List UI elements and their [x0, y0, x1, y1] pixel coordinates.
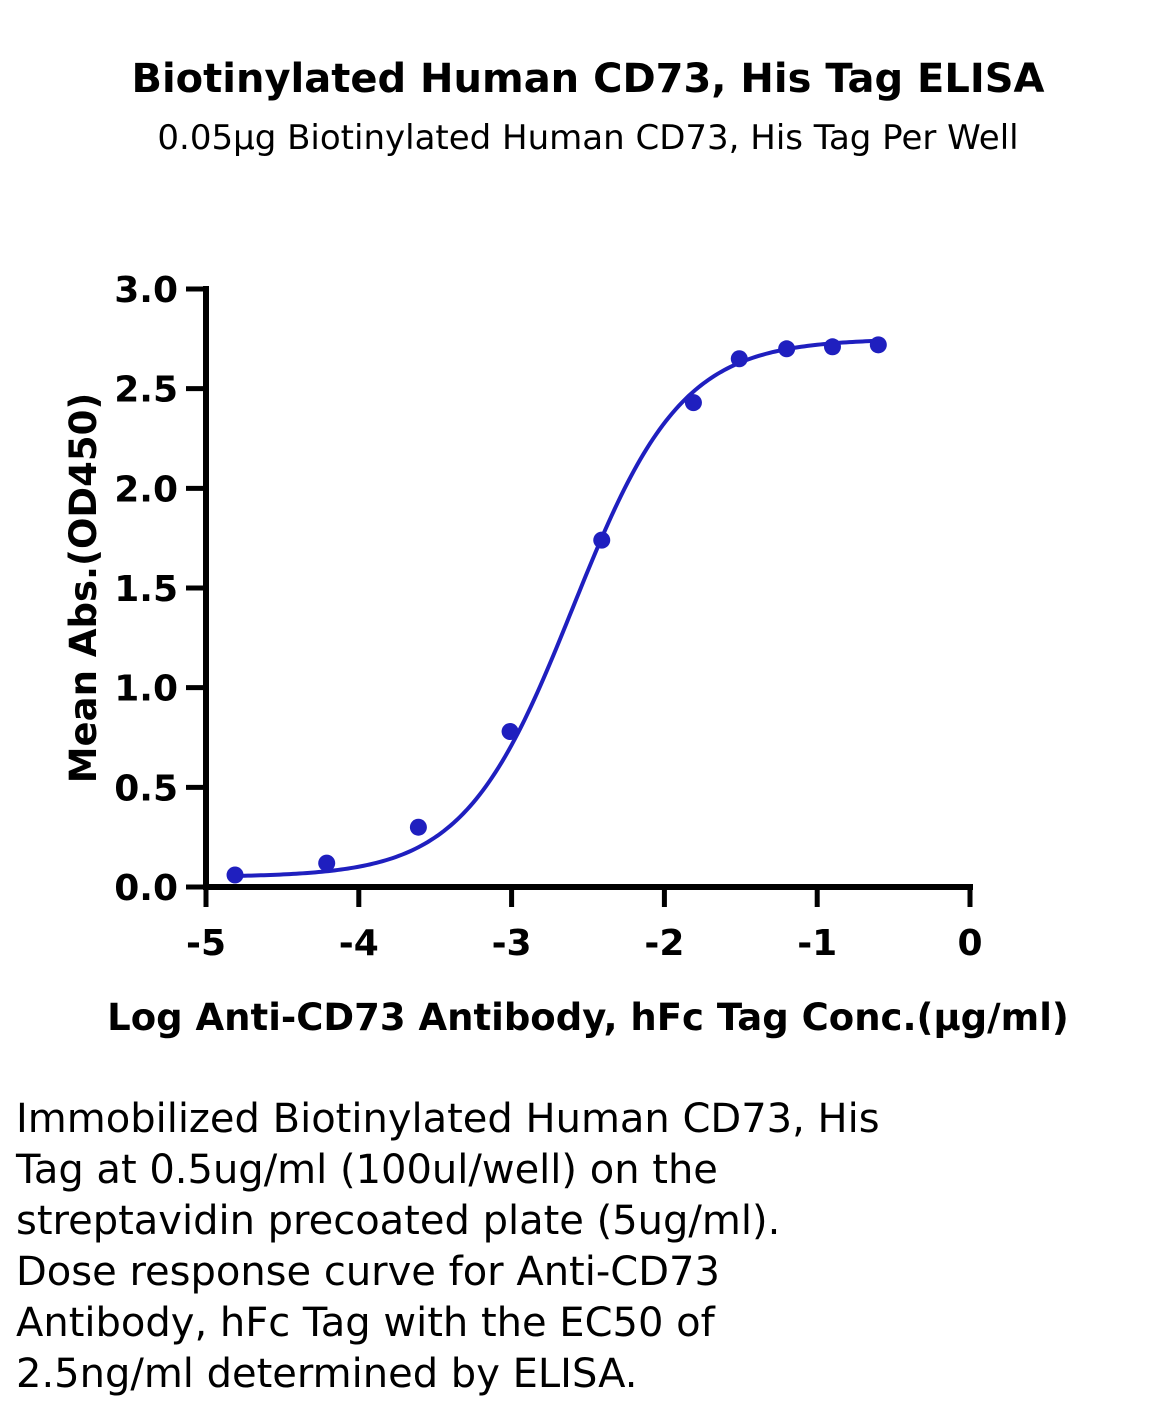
- data-point: [409, 818, 427, 836]
- data-point: [869, 336, 887, 354]
- data-point: [823, 338, 841, 356]
- caption-line: streptavidin precoated plate (5ug/ml).: [16, 1198, 781, 1244]
- caption-line: Antibody, hFc Tag with the EC50 of: [16, 1300, 715, 1346]
- y-tick-label: 2.0: [114, 469, 178, 510]
- x-tick-label: -3: [492, 923, 532, 964]
- y-axis-label: Mean Abs.(OD450): [62, 393, 105, 784]
- chart-subtitle: 0.05μg Biotinylated Human CD73, His Tag …: [157, 118, 1018, 158]
- y-ticks: 0.0 0.5 1.0 1.5 2.0 2.5 3.0: [114, 270, 206, 909]
- caption-line: Tag at 0.5ug/ml (100ul/well) on the: [16, 1147, 718, 1193]
- y-tick-label: 1.5: [114, 569, 178, 610]
- caption-line: 2.5ng/ml determined by ELISA.: [16, 1351, 638, 1397]
- x-axis-label: Log Anti-CD73 Antibody, hFc Tag Conc.(μg…: [107, 996, 1069, 1039]
- caption-line: Immobilized Biotinylated Human CD73, His: [16, 1096, 880, 1142]
- caption-line: Dose response curve for Anti-CD73: [16, 1249, 720, 1295]
- x-ticks: -5 -4 -3 -2 -1 0: [186, 887, 983, 964]
- x-tick-label: 0: [957, 923, 982, 964]
- y-tick-label: 2.5: [114, 370, 178, 411]
- elisa-chart: Biotinylated Human CD73, His Tag ELISA 0…: [62, 56, 1069, 1039]
- y-tick-label: 0.0: [114, 868, 178, 909]
- chart-title: Biotinylated Human CD73, His Tag ELISA: [131, 56, 1044, 102]
- y-tick-label: 0.5: [114, 768, 178, 809]
- data-point: [226, 866, 244, 884]
- data-point: [318, 854, 336, 872]
- figure-caption: Immobilized Biotinylated Human CD73, His…: [16, 1094, 1136, 1400]
- data-point: [778, 340, 796, 358]
- y-tick-label: 3.0: [114, 270, 178, 311]
- x-tick-label: -5: [186, 923, 226, 964]
- fit-curve: [234, 338, 879, 878]
- data-point: [684, 394, 702, 412]
- x-tick-label: -1: [797, 923, 837, 964]
- x-tick-label: -4: [339, 923, 379, 964]
- x-axis: -5 -4 -3 -2 -1 0: [186, 884, 983, 964]
- plot-area: [226, 336, 887, 884]
- y-axis: 0.0 0.5 1.0 1.5 2.0 2.5 3.0: [114, 270, 209, 909]
- data-point: [730, 350, 748, 368]
- x-tick-label: -2: [644, 923, 684, 964]
- data-point: [501, 723, 519, 741]
- y-tick-label: 1.0: [114, 669, 178, 710]
- data-point: [593, 531, 611, 549]
